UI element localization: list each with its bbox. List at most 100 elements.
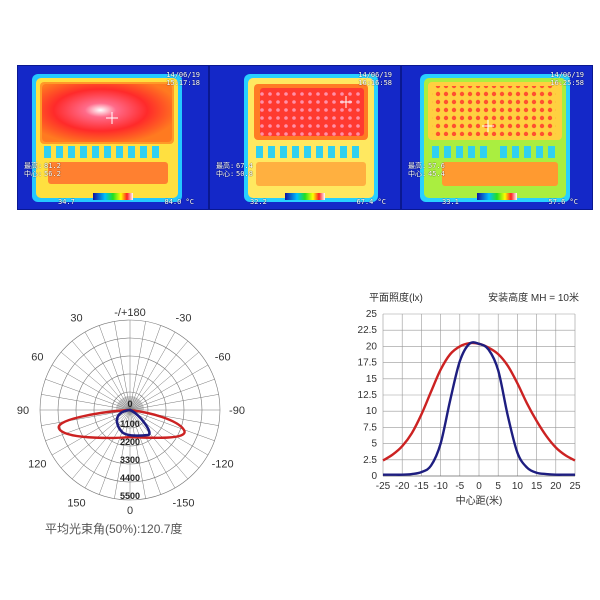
thermal-center-value: 50.8 (236, 170, 253, 178)
thermal-time: 16:16:58 (358, 79, 392, 87)
polar-spoke (129, 409, 162, 495)
thermal-image-3: 14/06/19 16:25:58 最高: 57.6 中心: 45.4 33.1… (401, 65, 593, 210)
y-tick-label: 17.5 (358, 358, 378, 369)
polar-radial-label: 3300 (120, 455, 140, 465)
thermal-max-value: 57.6 (428, 162, 445, 170)
thermal-scale-max: 84.0 °C (164, 198, 194, 206)
polar-spoke (60, 409, 131, 469)
polar-radial-label: 4400 (120, 473, 140, 483)
x-tick-label: -20 (395, 481, 410, 492)
illuminance-chart: 平面照度(lx) 安装高度 MH = 10米 0 2.5 5 7.5 10 12.5 15 17.… (358, 291, 581, 507)
thermal-heatmap-1 (32, 74, 182, 202)
thermal-time: 15:17:18 (166, 79, 200, 87)
series-line-1 (383, 341, 575, 476)
x-tick-label: 5 (495, 481, 501, 492)
polar-spoke (114, 409, 131, 499)
thermal-center-label: 中心: (24, 170, 43, 178)
x-tick-label: -5 (455, 481, 464, 492)
polar-spoke (129, 340, 189, 411)
polar-spoke (45, 378, 131, 411)
x-tick-label: -25 (376, 481, 391, 492)
thermal-max-value: 81.2 (44, 162, 61, 170)
polar-radial-label: 1100 (120, 419, 140, 429)
polar-spoke (71, 409, 131, 480)
thermal-image-2: 14/06/19 16:16:58 最高: 67.4 中心: 50.8 32.2… (209, 65, 401, 210)
polar-spoke (129, 409, 189, 480)
polar-spoke (98, 325, 131, 411)
thermal-scale-min: 34.7 (58, 198, 75, 206)
x-tick-label: 0 (476, 481, 482, 492)
thermal-image-1: 14/06/19 15:17:18 最高: 81.2 中心: 56.2 34.7… (17, 65, 209, 210)
polar-spoke (129, 409, 215, 442)
y-tick-label: 22.5 (358, 325, 378, 336)
thermal-scale-max: 57.6 °C (548, 198, 578, 206)
polar-angle-label: 120 (28, 459, 46, 471)
thermal-center-label: 中心: (408, 170, 427, 178)
chart-subtitle: 安装高度 MH = 10米 (488, 291, 579, 304)
x-tick-label: -10 (433, 481, 448, 492)
polar-angle-label: 90 (17, 405, 29, 417)
thermal-max-value: 67.4 (236, 162, 253, 170)
polar-spoke (71, 340, 131, 411)
polar-angle-label: -30 (176, 312, 192, 324)
y-tick-label: 10 (366, 406, 378, 417)
thermal-time: 16:25:58 (550, 79, 584, 87)
polar-spoke (114, 321, 131, 411)
polar-spoke (129, 409, 209, 456)
thermal-center-value: 56.2 (44, 170, 61, 178)
thermal-max-label: 最高: (24, 162, 43, 170)
y-tick-label: 25 (366, 309, 378, 320)
y-tick-label: 12.5 (358, 390, 378, 401)
polar-angle-label: -90 (229, 405, 245, 417)
polar-wide-curve (57, 408, 186, 440)
polar-spoke (129, 394, 219, 411)
y-tick-label: 5 (371, 439, 377, 450)
thermal-date: 14/06/19 (358, 71, 392, 79)
polar-narrow-curve (115, 408, 151, 437)
polar-spoke (45, 409, 131, 442)
y-tick-label: 2.5 (363, 455, 377, 466)
y-tick-label: 20 (366, 341, 378, 352)
polar-spoke (98, 409, 131, 495)
x-tick-label: 15 (531, 481, 543, 492)
beam-angle-caption: 平均光束角(50%):120.7度 (45, 522, 183, 536)
polar-spoke (60, 351, 131, 411)
polar-angle-label: 0 (127, 505, 133, 517)
thermal-scale-min: 32.2 (250, 198, 267, 206)
thermal-scale-min: 33.1 (442, 198, 459, 206)
thermal-date: 14/06/19 (550, 71, 584, 79)
thermal-max-label: 最高: (216, 162, 235, 170)
x-tick-label: 20 (550, 481, 562, 492)
thermal-center-label: 中心: (216, 170, 235, 178)
polar-angle-label: 60 (31, 352, 43, 364)
polar-radial-label: 5500 (120, 491, 140, 501)
polar-spoke (129, 351, 200, 411)
y-tick-label: 7.5 (363, 422, 377, 433)
thermal-center-value: 45.4 (428, 170, 445, 178)
y-tick-label: 15 (366, 374, 378, 385)
x-tick-label: 10 (512, 481, 524, 492)
polar-spoke (129, 409, 146, 499)
polar-angle-label: 150 (67, 498, 85, 510)
polar-radial-label: 2200 (120, 437, 140, 447)
thermal-date: 14/06/19 (166, 71, 200, 79)
polar-spoke (84, 331, 131, 411)
polar-angle-label: -150 (172, 498, 194, 510)
polar-spoke (84, 409, 131, 489)
polar-spoke (129, 409, 176, 489)
thermal-scale-max: 67.4 °C (356, 198, 386, 206)
polar-spoke (41, 394, 131, 411)
polar-angle-label: -/+180 (114, 307, 146, 319)
polar-spoke (41, 409, 131, 426)
chart-title: 平面照度(lx) (369, 291, 423, 304)
x-tick-label: 25 (569, 481, 581, 492)
polar-spoke (129, 364, 209, 411)
polar-spoke (129, 321, 146, 411)
thermal-max-label: 最高: (408, 162, 427, 170)
polar-angle-label: -120 (212, 459, 234, 471)
polar-spoke (129, 331, 176, 411)
polar-spoke (129, 325, 162, 411)
polar-spoke (51, 364, 131, 411)
polar-spoke (129, 378, 215, 411)
thermal-heatmap-2 (244, 74, 378, 202)
